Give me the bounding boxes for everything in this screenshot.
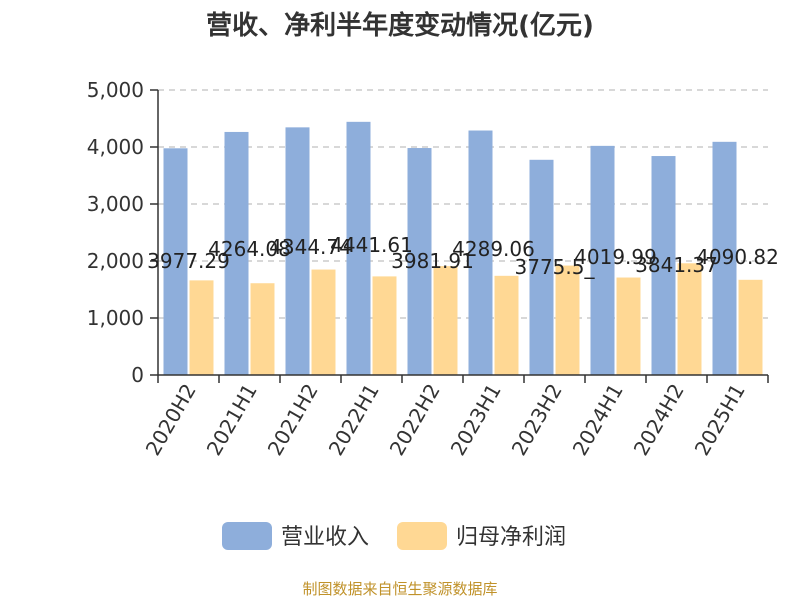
bar-revenue [590, 145, 615, 375]
bar-profit [738, 279, 763, 375]
data-label-revenue: 3775.5_ [515, 255, 596, 279]
data-label-revenue: 4344.74 [269, 235, 352, 259]
bar-revenue [651, 156, 676, 375]
bar-revenue [468, 130, 493, 375]
grid-lines [158, 89, 768, 319]
x-tick-label: 2022H1 [324, 380, 384, 460]
x-tick-label: 2024H1 [568, 380, 628, 460]
bar-profit [311, 269, 336, 375]
data-label-revenue: 4289.06 [452, 237, 535, 261]
y-tick-label: 2,000 [87, 249, 144, 273]
y-tick-label: 1,000 [87, 306, 144, 330]
bar-revenue [712, 141, 737, 375]
legend-swatch-revenue [222, 522, 272, 550]
data-label-revenue: 4090.82 [696, 245, 779, 269]
x-tick-label: 2024H2 [629, 380, 689, 460]
data-label-revenue: 4264.08 [208, 237, 291, 261]
bar-profit [433, 266, 458, 375]
legend-label-profit: 归母净利润 [456, 525, 566, 550]
x-tick-label: 2021H2 [263, 380, 323, 460]
legend: 营业收入 归母净利润 [222, 522, 566, 550]
bar-profit [372, 276, 397, 375]
bar-revenue [529, 159, 554, 375]
bar-profit [189, 280, 214, 375]
x-tick-label: 2023H2 [507, 380, 567, 460]
bar-profit [616, 277, 641, 375]
source-note: 制图数据来自恒生聚源数据库 [302, 580, 497, 598]
x-tick-label: 2023H1 [446, 380, 506, 460]
legend-swatch-profit [397, 522, 447, 550]
bar-revenue [346, 121, 371, 375]
y-tick-label: 5,000 [87, 78, 144, 102]
data-label-revenue: 4019.99 [574, 245, 657, 269]
x-tick-label: 2021H1 [202, 380, 262, 460]
bar-profit [494, 275, 519, 375]
legend-label-revenue: 营业收入 [281, 525, 369, 550]
x-tick-label: 2022H2 [385, 380, 445, 460]
bar-profit [555, 265, 580, 375]
chart-title: 营收、净利半年度变动情况(亿元) [206, 10, 594, 41]
y-tick-label: 4,000 [87, 135, 144, 159]
data-label-revenue: 3841.37 [635, 253, 718, 277]
bar-profit [250, 283, 275, 375]
bar-revenue [224, 131, 249, 375]
data-label-revenue: 4441.61 [330, 233, 413, 257]
data-label-revenue: 3977.29 [147, 249, 230, 273]
bar-revenue [407, 148, 432, 375]
y-tick-label: 3,000 [87, 192, 144, 216]
bar-revenue [163, 148, 188, 375]
y-tick-label: 0 [131, 363, 144, 387]
x-tick-label: 2025H1 [690, 380, 750, 460]
bar-profit [677, 263, 702, 375]
bars [163, 121, 763, 375]
data-label-revenue: 3981.91 [391, 249, 474, 273]
x-tick-label: 2020H2 [141, 380, 201, 460]
data-labels: 3977.294264.084344.744441.613981.914289.… [147, 233, 779, 279]
bar-revenue [285, 127, 310, 375]
